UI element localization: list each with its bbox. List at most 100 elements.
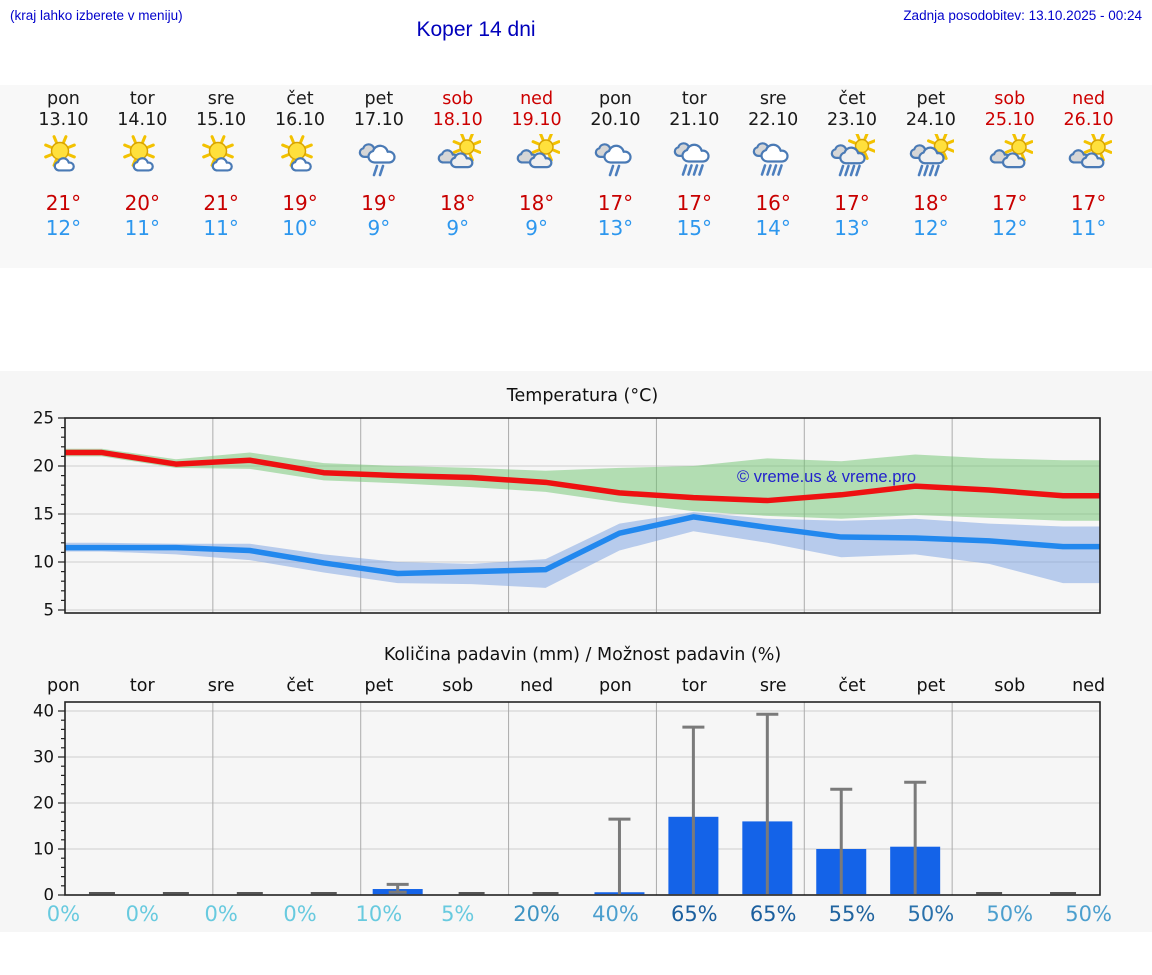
forecast-day-column: ned 19.10 18° 9° (497, 89, 576, 240)
precip-day-label: ned (1072, 676, 1106, 696)
weather-icon (497, 131, 576, 184)
y-tick-label: 0 (44, 886, 55, 901)
date-label: 24.10 (905, 110, 956, 130)
weather-icon (970, 131, 1049, 184)
precipitation-chart: 0 10 20 30 40 (33, 701, 1101, 901)
precip-bar-zero (88, 892, 115, 895)
high-temp: 17° (992, 191, 1028, 215)
forecast-day-column: sob 25.10 17° 12° (970, 89, 1049, 240)
forecast-columns: pon 13.10 21° 12° tor 14.10 20° 11° sre 15.10 21° 1… (24, 89, 1128, 240)
y-tick-label: 10 (33, 840, 54, 859)
day-label: sob (442, 89, 474, 109)
high-temp: 18° (440, 191, 476, 215)
precip-probability-label: 0% (204, 902, 238, 926)
y-tick-label: 10 (33, 553, 54, 572)
precip-day-label: pet (364, 676, 394, 696)
y-tick-label: 20 (33, 457, 54, 476)
day-label: pet (364, 89, 394, 109)
rain-heavy-icon (674, 142, 710, 176)
high-temp: 17° (834, 191, 870, 215)
forecast-day-column: ned 26.10 17° 11° (1049, 89, 1128, 240)
date-label: 26.10 (1063, 110, 1114, 130)
weather-icon (576, 131, 655, 184)
plot-border (64, 701, 1101, 896)
precip-probability-label: 0% (46, 902, 81, 926)
high-temp: 19° (282, 191, 318, 215)
high-temp: 17° (1070, 191, 1107, 215)
precip-probability-row: 0% 0% 0% 0% 10% 5% 20% 40% 65% 65% 55% 50% 50% 50% (24, 901, 1128, 927)
precip-probability-label: 20% (513, 902, 560, 926)
low-temp: 9° (446, 216, 470, 240)
location-menu-hint: (kraj lahko izberete v meniju) (10, 8, 183, 23)
weather-icon (813, 131, 892, 184)
day-label: ned (520, 89, 554, 109)
low-temp: 11° (203, 216, 239, 240)
forecast-day-column: tor 21.10 17° 15° (655, 89, 734, 240)
day-label: sre (759, 89, 787, 109)
min-temperature-line (65, 514, 1100, 577)
date-label: 25.10 (984, 110, 1035, 130)
low-temp: 12° (45, 216, 82, 240)
low-temp: 14° (755, 216, 791, 240)
low-temp: 13° (834, 216, 870, 240)
day-label: ned (1072, 89, 1106, 109)
cloud-sun-icon (516, 134, 560, 169)
precip-probability-label: 0% (125, 902, 159, 926)
low-temp: 9° (525, 216, 548, 240)
precip-probability-label: 50% (1065, 902, 1112, 926)
day-label: pet (916, 89, 946, 109)
y-tick-label: 25 (33, 410, 54, 428)
high-temp: 17° (597, 191, 634, 215)
precip-bar-zero (236, 892, 263, 895)
day-label: sob (994, 89, 1026, 109)
temperature-chart: 5 10 15 20 25 (33, 410, 1101, 620)
weather-icon (103, 131, 182, 184)
weather-icon (261, 131, 340, 184)
forecast-day-column: sre 22.10 16° 14° (734, 89, 813, 240)
date-label: 16.10 (274, 110, 326, 130)
low-temp: 15° (676, 216, 713, 240)
cloud-sun-icon (989, 134, 1033, 169)
cloud-sun-icon (437, 134, 481, 169)
weather-icon (891, 131, 970, 184)
rain-icon (358, 143, 396, 177)
day-label: pon (598, 89, 632, 109)
precip-bar-zero (162, 892, 189, 895)
last-update-label: Zadnja posodobitev: 13.10.2025 - 00:24 (903, 8, 1142, 23)
high-temp: 17° (676, 191, 713, 215)
precip-day-label: tor (681, 676, 707, 696)
precip-day-label: sre (207, 676, 235, 696)
forecast-day-column: pet 17.10 19° 9° (339, 89, 418, 240)
precip-probability-label: 65% (670, 902, 718, 926)
precip-probability-label: 5% (441, 902, 475, 926)
precip-bar-zero (1050, 892, 1077, 895)
forecast-day-column: pon 13.10 21° 12° (24, 89, 103, 240)
precip-bar-zero (310, 892, 337, 895)
forecast-strip: pon 13.10 21° 12° tor 14.10 20° 11° sre 15.10 21° 1… (0, 85, 1152, 268)
temperature-chart-title: Temperatura (°C) (506, 386, 659, 406)
precip-probability-label: 10% (355, 902, 403, 926)
watermark-text: © vreme.us & vreme.pro (737, 468, 917, 486)
date-label: 21.10 (669, 110, 720, 130)
forecast-day-column: pet 24.10 18° 12° (891, 89, 970, 240)
low-temp: 11° (1070, 216, 1107, 240)
date-label: 17.10 (353, 110, 404, 130)
sun-small-cloud-icon (44, 135, 77, 172)
forecast-day-column: čet 16.10 19° 10° (261, 89, 340, 240)
day-label: tor (129, 89, 155, 109)
date-label: 14.10 (117, 110, 168, 130)
day-label: sre (207, 89, 235, 109)
y-tick-label: 20 (33, 794, 54, 813)
sun-small-cloud-icon (281, 135, 313, 172)
precip-day-label: sre (759, 676, 787, 696)
high-temp: 16° (755, 191, 791, 215)
precip-day-label: pet (916, 676, 946, 696)
precip-probability-label: 50% (907, 902, 955, 926)
high-temp: 20° (124, 191, 161, 215)
rain-icon (595, 143, 633, 177)
precip-probability-label: 55% (828, 902, 876, 926)
precip-day-label: ned (520, 676, 554, 696)
sun-rain-icon (830, 134, 876, 177)
forecast-day-column: pon 20.10 17° 13° (576, 89, 655, 240)
